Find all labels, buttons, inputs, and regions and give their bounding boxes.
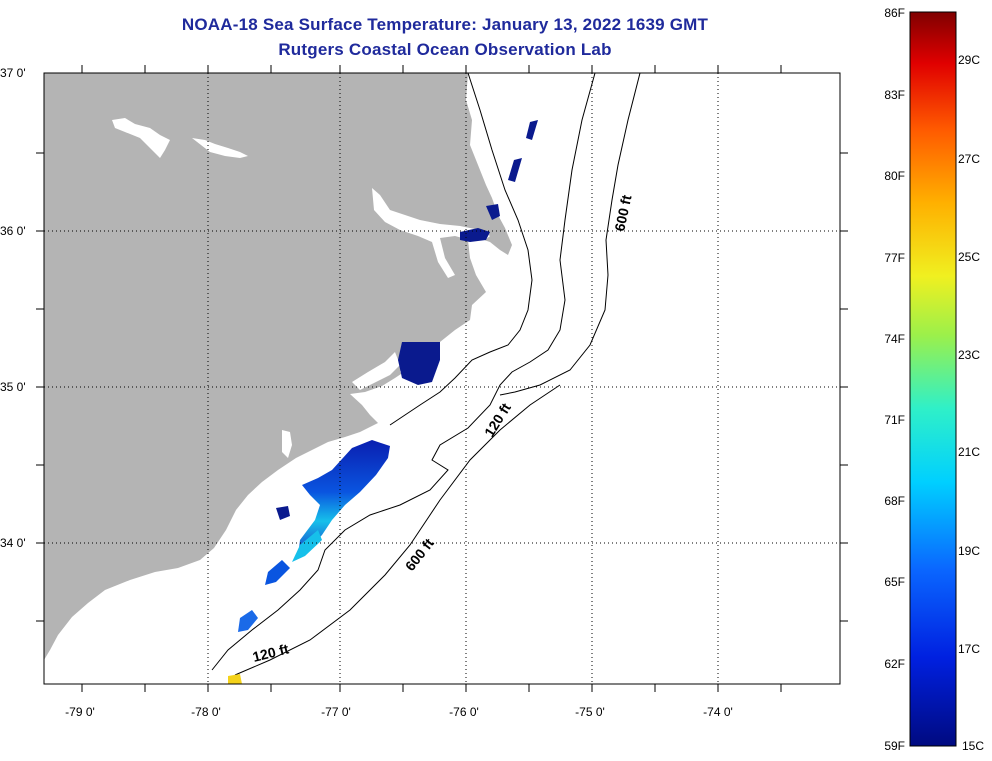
- neuse-river: [352, 352, 400, 390]
- colorbar-c-label: 19C: [958, 544, 980, 558]
- colorbar-c-label: 25C: [958, 250, 980, 264]
- colorbar-f-label: 83F: [884, 88, 905, 102]
- lon-label: -78 0': [191, 705, 221, 719]
- depth-label: 600 ft: [611, 193, 634, 232]
- colorbar-c-label: 27C: [958, 152, 980, 166]
- sst-swath-onslow-bay: [298, 440, 390, 556]
- lat-label: 36 0': [0, 224, 26, 238]
- sst-swath-south-3: [276, 506, 290, 520]
- river-upper: [112, 118, 170, 158]
- sst-patch-oregon-inlet: [486, 204, 500, 220]
- sst-swath-south-1: [265, 560, 290, 585]
- lon-label: -77 0': [321, 705, 351, 719]
- colorbar-f-label: 86F: [884, 6, 905, 20]
- cape-fear-river: [282, 430, 292, 458]
- albemarle-sound: [372, 188, 490, 278]
- colorbar-c-label: 23C: [958, 348, 980, 362]
- lon-label: -74 0': [703, 705, 733, 719]
- shelf-line-600ft-north: [499, 73, 641, 396]
- colorbar-f-label: 68F: [884, 494, 905, 508]
- shelf-line-600ft-south: [234, 384, 561, 676]
- colorbar: [909, 11, 957, 747]
- sst-streak-north-1: [526, 120, 538, 140]
- map-title: NOAA-18 Sea Surface Temperature: January…: [181, 15, 709, 34]
- shelf-line-120ft: [211, 73, 596, 671]
- lon-label: -75 0': [575, 705, 605, 719]
- tick-marks: [36, 65, 848, 692]
- map-subtitle: Rutgers Coastal Ocean Observation Lab: [278, 40, 612, 59]
- colorbar-c-label: 17C: [958, 642, 980, 656]
- outer-banks-coastline: [389, 73, 533, 426]
- sst-swath-south-2: [238, 610, 258, 632]
- sst-warm-spot: [228, 674, 242, 684]
- colorbar-f-label: 71F: [884, 413, 905, 427]
- colorbar-f-label: 80F: [884, 169, 905, 183]
- lat-label: 37 0': [0, 66, 26, 80]
- sst-patch-pamlico: [398, 342, 440, 385]
- lon-label: -79 0': [65, 705, 95, 719]
- sst-streak-north-2: [508, 158, 522, 182]
- lat-label: 34 0': [0, 536, 26, 550]
- sst-patch-albemarle: [460, 228, 490, 242]
- sst-swath-cyan: [292, 530, 322, 562]
- lon-label: -76 0': [449, 705, 479, 719]
- colorbar-c-label: 15C: [962, 739, 984, 753]
- colorbar-f-label: 59F: [884, 739, 905, 753]
- colorbar-f-label: 77F: [884, 251, 905, 265]
- colorbar-f-label: 62F: [884, 657, 905, 671]
- river-middle: [192, 138, 248, 158]
- colorbar-f-label: 65F: [884, 575, 905, 589]
- lat-label: 35 0': [0, 380, 26, 394]
- colorbar-c-label: 21C: [958, 445, 980, 459]
- map-border: [43, 72, 841, 685]
- graticule: [44, 73, 840, 684]
- colorbar-f-label: 74F: [884, 332, 905, 346]
- colorbar-c-label: 29C: [958, 53, 980, 67]
